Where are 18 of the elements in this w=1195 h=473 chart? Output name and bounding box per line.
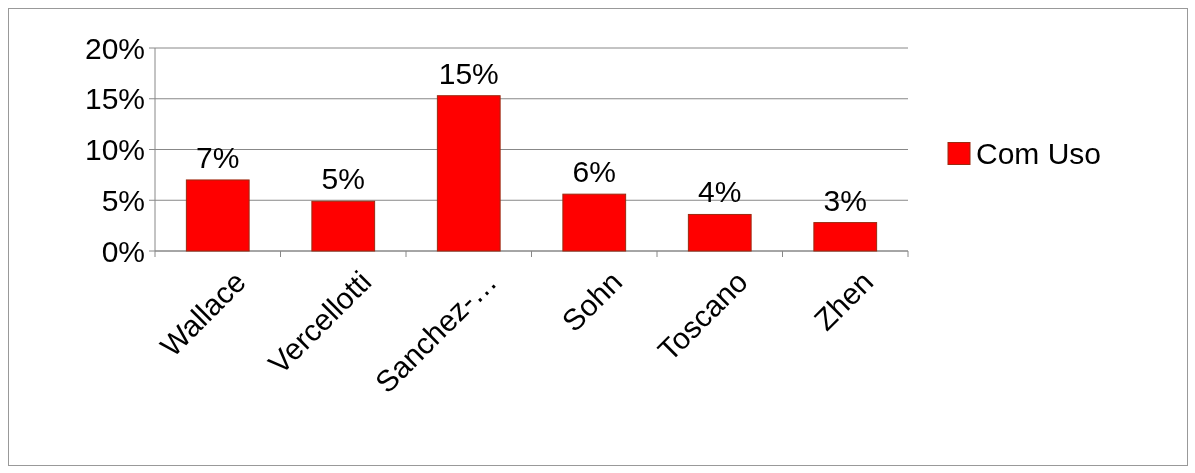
data-label: 4% bbox=[698, 175, 742, 209]
y-tick-label: 15% bbox=[84, 82, 145, 116]
data-label: 6% bbox=[572, 155, 616, 189]
data-label: 7% bbox=[196, 140, 240, 174]
data-label: 5% bbox=[321, 162, 365, 196]
bar bbox=[562, 193, 627, 252]
y-tick-label: 0% bbox=[101, 234, 145, 268]
y-tick-label: 5% bbox=[101, 183, 145, 217]
y-tick-label: 10% bbox=[84, 133, 145, 166]
bar bbox=[687, 213, 752, 252]
data-label: 15% bbox=[438, 56, 499, 90]
bar bbox=[185, 179, 250, 252]
data-label: 3% bbox=[823, 183, 867, 217]
bar bbox=[436, 95, 501, 252]
y-tick-label: 20% bbox=[84, 31, 145, 65]
bar bbox=[311, 200, 376, 252]
bar bbox=[813, 222, 878, 252]
legend-label: Com Uso bbox=[976, 137, 1102, 170]
